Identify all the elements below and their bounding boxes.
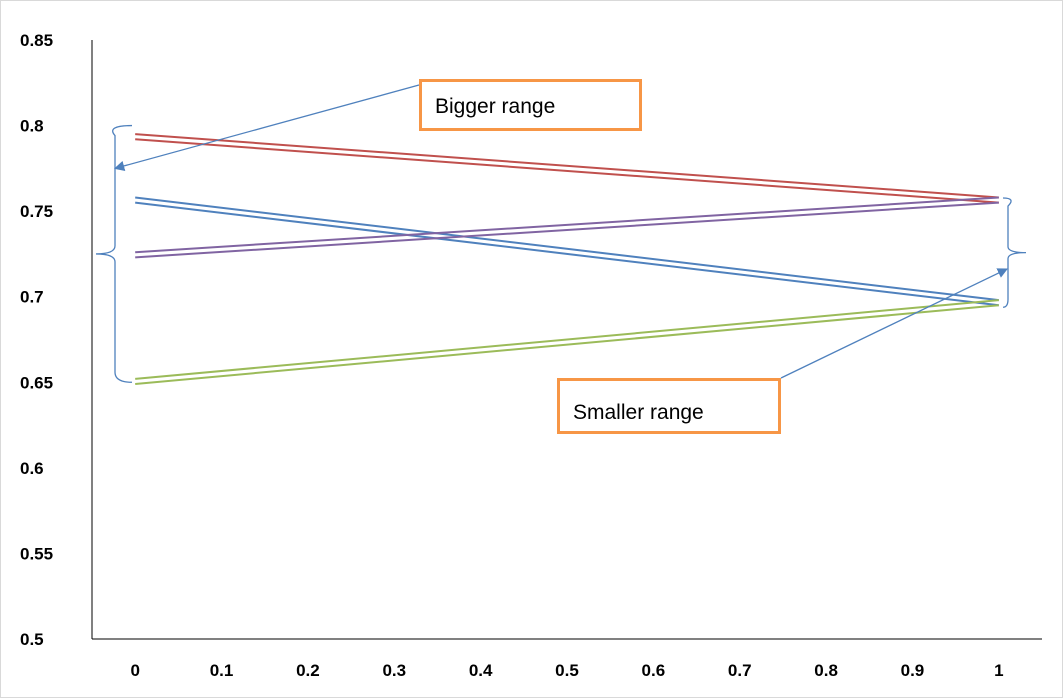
x-tick-label: 0.6	[642, 661, 666, 680]
smaller-range-arrow	[780, 268, 1008, 379]
x-tick-label: 1	[994, 661, 1003, 680]
bigger-range-text: Bigger range	[435, 95, 556, 118]
series-lines	[135, 133, 999, 385]
bigger-range-arrow	[113, 84, 420, 171]
smaller-range-brace	[1002, 197, 1027, 308]
y-tick-label: 0.75	[20, 202, 53, 221]
smaller-range-annotation: Smaller range	[557, 378, 781, 434]
y-tick-label: 0.65	[20, 373, 53, 392]
y-tick-label: 0.7	[20, 288, 44, 307]
annotation-marks	[95, 84, 1027, 383]
series-line	[135, 133, 999, 199]
series-line	[135, 304, 999, 385]
y-tick-label: 0.5	[20, 630, 44, 649]
x-tick-label: 0.5	[555, 661, 579, 680]
series-line	[135, 196, 999, 254]
x-tick-label: 0.3	[382, 661, 406, 680]
x-tick-label: 0	[130, 661, 139, 680]
axes: 0.85 0.8 0.75 0.7 0.65 0.6 0.55 0.5 0 0.1 0.2 0.3 0.…	[20, 31, 1042, 680]
x-tick-label: 0.9	[901, 661, 925, 680]
y-tick-label: 0.55	[20, 544, 53, 563]
x-tick-label: 0.2	[296, 661, 320, 680]
series-line	[135, 299, 999, 380]
series-line	[135, 196, 999, 302]
x-tick-label: 0.8	[814, 661, 838, 680]
x-tick-label: 0.7	[728, 661, 752, 680]
series-line	[135, 201, 999, 259]
x-tick-label: 0.4	[469, 661, 493, 680]
bigger-range-brace	[95, 124, 133, 383]
x-tick-label: 0.1	[210, 661, 234, 680]
bigger-range-annotation: Bigger range	[419, 79, 642, 131]
y-tick-label: 0.8	[20, 117, 44, 136]
y-tick-label: 0.85	[20, 31, 53, 50]
smaller-range-text: Smaller range	[573, 401, 704, 424]
y-tick-label: 0.6	[20, 459, 44, 478]
series-line	[135, 138, 999, 204]
series-line	[135, 201, 999, 307]
